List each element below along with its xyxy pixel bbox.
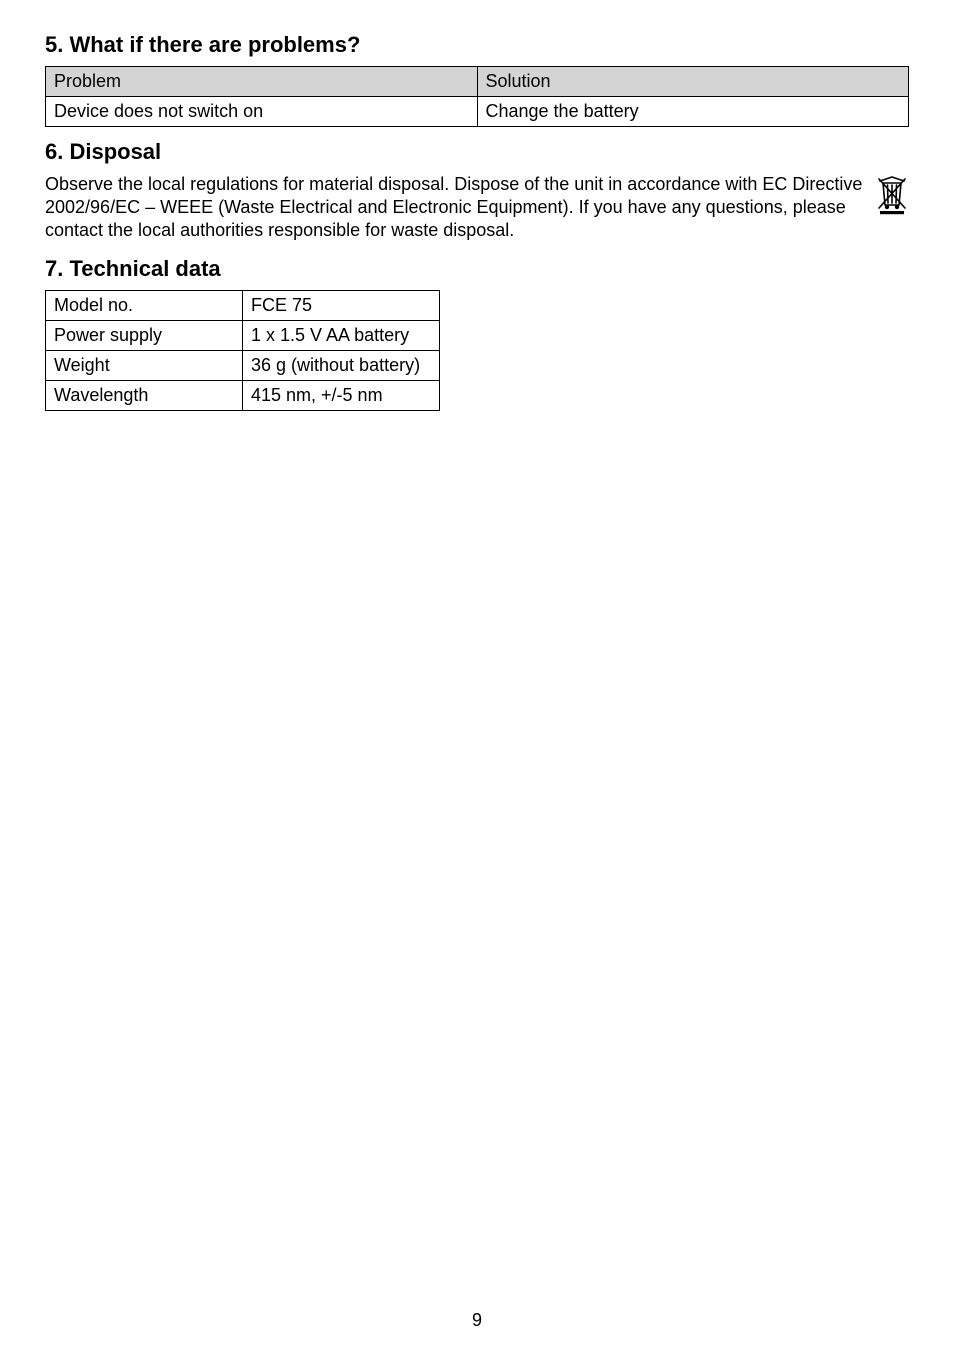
cell-value-power: 1 x 1.5 V AA battery [243,321,440,351]
disposal-text: Observe the local regulations for materi… [45,173,869,242]
cell-label-power: Power supply [46,321,243,351]
cell-label-weight: Weight [46,351,243,381]
header-solution: Solution [477,67,909,97]
cell-solution: Change the battery [477,97,909,127]
cell-value-model: FCE 75 [243,291,440,321]
cell-label-model: Model no. [46,291,243,321]
heading-disposal: 6. Disposal [45,139,909,165]
table-row: Model no. FCE 75 [46,291,440,321]
cell-value-weight: 36 g (without battery) [243,351,440,381]
cell-problem: Device does not switch on [46,97,478,127]
page-number: 9 [0,1310,954,1331]
table-row: Weight 36 g (without battery) [46,351,440,381]
weee-bin-icon [875,175,909,220]
table-row: Power supply 1 x 1.5 V AA battery [46,321,440,351]
cell-label-wavelength: Wavelength [46,381,243,411]
table-row: Device does not switch on Change the bat… [46,97,909,127]
table-header-row: Problem Solution [46,67,909,97]
heading-problems: 5. What if there are problems? [45,32,909,58]
header-problem: Problem [46,67,478,97]
problems-table: Problem Solution Device does not switch … [45,66,909,127]
heading-techdata: 7. Technical data [45,256,909,282]
disposal-block: Observe the local regulations for materi… [45,173,909,242]
table-row: Wavelength 415 nm, +/-5 nm [46,381,440,411]
techdata-table: Model no. FCE 75 Power supply 1 x 1.5 V … [45,290,440,411]
cell-value-wavelength: 415 nm, +/-5 nm [243,381,440,411]
